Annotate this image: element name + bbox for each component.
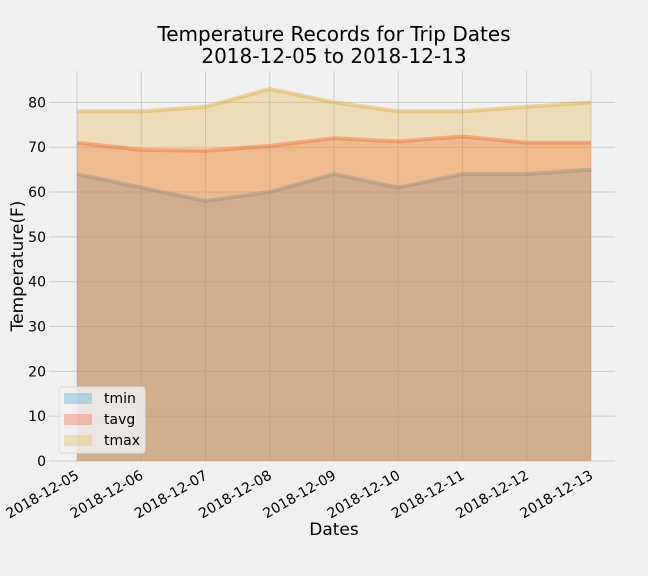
x-axis-label: Dates bbox=[309, 520, 359, 540]
legend-swatch-tavg bbox=[64, 414, 92, 425]
legend-label-tavg: tavg bbox=[104, 412, 135, 428]
area-tavg bbox=[77, 136, 591, 461]
y-tick-label-7: 70 bbox=[28, 140, 46, 156]
y-tick-label-4: 40 bbox=[28, 275, 46, 291]
y-tick-label-8: 80 bbox=[28, 95, 46, 111]
y-tick-label-2: 20 bbox=[28, 364, 46, 380]
line-tmin bbox=[76, 167, 592, 203]
x-axis-ticks: 2018-12-052018-12-062018-12-072018-12-08… bbox=[4, 468, 596, 523]
legend-box bbox=[58, 386, 146, 454]
legend-swatch-tmax bbox=[64, 435, 92, 446]
grid bbox=[49, 71, 615, 462]
y-tick-label-5: 50 bbox=[28, 230, 46, 246]
y-tick-label-1: 10 bbox=[28, 409, 46, 425]
line-tmax bbox=[77, 86, 592, 114]
legend: tmin tavg tmax bbox=[58, 386, 146, 454]
y-tick-label-3: 30 bbox=[28, 320, 46, 336]
line-tavg bbox=[76, 134, 591, 153]
y-axis-label: Temperature(F) bbox=[8, 201, 28, 333]
chart-title: Temperature Records for Trip Dates bbox=[156, 22, 510, 46]
y-axis-ticks: 0 10 20 30 40 50 60 70 80 bbox=[28, 95, 46, 470]
legend-swatch-tmin bbox=[64, 393, 92, 404]
plot-areas bbox=[76, 86, 592, 462]
area-tmax bbox=[77, 88, 591, 462]
area-tmin bbox=[77, 169, 591, 461]
chart-subtitle: 2018-12-05 to 2018-12-13 bbox=[201, 44, 466, 68]
legend-label-tmin: tmin bbox=[104, 391, 136, 407]
y-tick-label-6: 60 bbox=[28, 185, 46, 201]
x-tick-label-8: 2018-12-13 bbox=[518, 468, 596, 523]
y-tick-label-0: 0 bbox=[37, 454, 46, 470]
legend-label-tmax: tmax bbox=[104, 433, 140, 449]
